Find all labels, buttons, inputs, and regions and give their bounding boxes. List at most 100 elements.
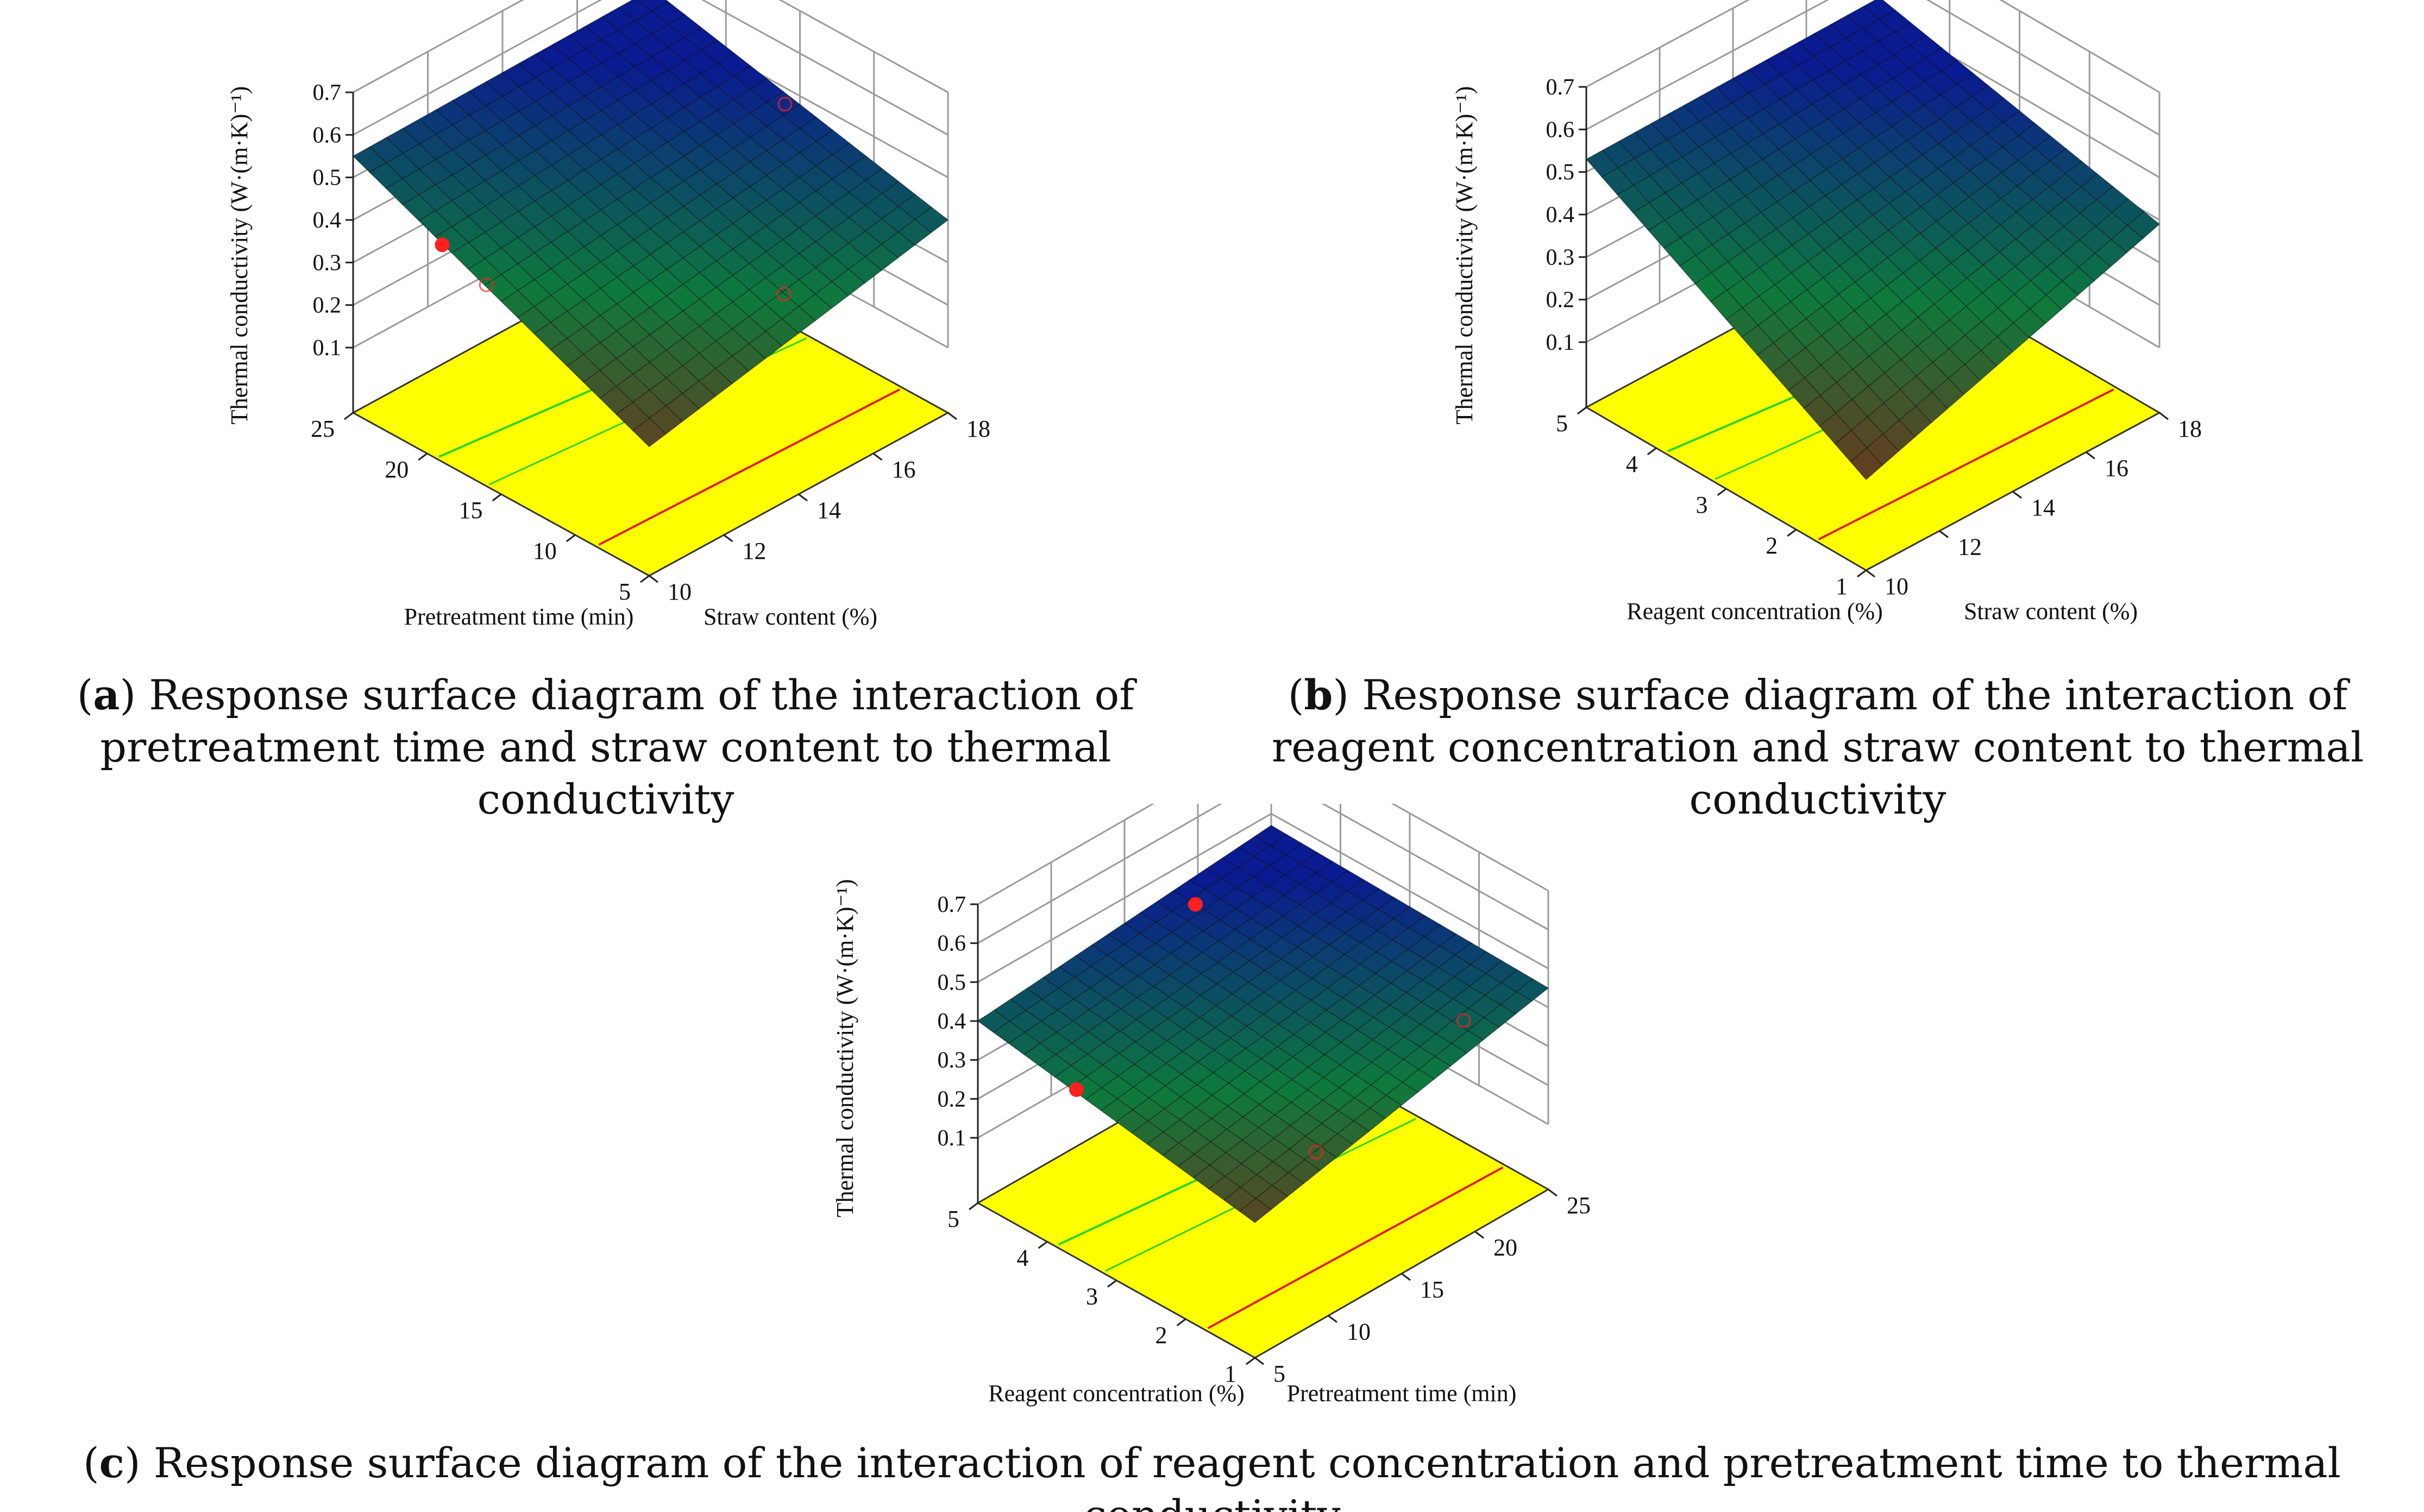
left-axis-tick: [418, 452, 428, 461]
wall-gridline: [977, 804, 1549, 944]
caption-a: (a) Response surface diagram of the inte…: [77, 671, 1135, 823]
caption-b: (b) Response surface diagram of the inte…: [1271, 671, 2364, 823]
left-axis-title: Reagent concentration (%): [1627, 598, 1883, 625]
z-tick-label: 0.1: [313, 336, 342, 361]
right-axis-title: Straw content (%): [704, 603, 877, 630]
design-point-2: [1309, 1144, 1323, 1160]
z-tick-label: 0.5: [1546, 160, 1575, 185]
left-axis-tick-label: 2: [1766, 532, 1778, 559]
right-axis-tick-label: 5: [1273, 1360, 1285, 1387]
z-tick-label: 0.6: [938, 931, 966, 956]
left-axis-tick-label: 1: [1836, 573, 1848, 600]
right-axis-tick: [2086, 451, 2095, 459]
panel-c: 0.1 0.2 0.3 0.4 0.5 0.6 0.7 1 2 3 4 5 5 10 15 20 25 Therm…: [598, 804, 1825, 1512]
left-axis-tick-label: 5: [1556, 410, 1568, 437]
z-tick-label: 0.7: [1546, 75, 1575, 100]
z-tick-label: 0.7: [938, 892, 966, 917]
left-axis-tick-label: 5: [619, 578, 631, 605]
z-tick-label: 0.1: [1546, 330, 1575, 355]
right-axis-tick-label: 15: [1420, 1276, 1444, 1303]
left-axis-tick-label: 25: [311, 415, 335, 442]
caption-b-text: Response surface diagram of the interact…: [1271, 671, 2364, 823]
left-axis-tick: [492, 493, 502, 502]
z-tick-label: 0.4: [1546, 203, 1575, 228]
right-axis-tick: [1939, 530, 1949, 538]
left-axis-tick: [1647, 447, 1657, 456]
z-tick-label: 0.6: [313, 123, 342, 148]
right-axis-tick-label: 18: [2178, 415, 2202, 442]
left-axis-tick: [640, 575, 650, 583]
z-axis-title: Thermal conductivity (W·(m·K)⁻¹): [226, 86, 253, 425]
z-tick-label: 0.3: [313, 250, 342, 275]
z-tick-label: 0.5: [938, 970, 966, 995]
wall-gridline: [353, 0, 949, 136]
right-axis-tick: [798, 493, 808, 502]
left-axis-tick: [1246, 1357, 1255, 1365]
left-axis-tick: [1577, 406, 1587, 415]
right-axis-title: Straw content (%): [1964, 598, 2138, 625]
panel-b: 0.1 0.2 0.3 0.4 0.5 0.6 0.7 1 2 3 4 5 10 12 14 16 18 Ther…: [1211, 0, 2424, 804]
left-axis-tick: [1038, 1241, 1048, 1249]
z-tick-label: 0.4: [938, 1009, 966, 1034]
design-point-3: [1188, 897, 1203, 912]
right-axis-tick: [947, 412, 957, 420]
z-tick-label: 0.2: [313, 293, 342, 318]
z-tick-label: 0.6: [1546, 117, 1575, 142]
right-axis-tick: [1474, 1231, 1484, 1239]
left-axis-tick-label: 4: [1017, 1244, 1029, 1271]
wall-gridline: [977, 804, 1549, 905]
z-axis-title: Thermal conductivity (W·(m·K)⁻¹): [1451, 86, 1478, 425]
right-axis-tick-label: 12: [743, 538, 767, 564]
caption-a-text: Response surface diagram of the interact…: [100, 671, 1135, 823]
design-point-2: [776, 286, 792, 301]
caption-b-label: b: [1304, 671, 1333, 719]
right-axis-tick: [1548, 1188, 1558, 1197]
caption-c: (c) Response surface diagram of the inte…: [0, 1437, 2424, 1512]
left-axis-tick-label: 10: [533, 538, 557, 564]
right-axis-tick: [872, 452, 883, 461]
right-axis-tick-label: 20: [1493, 1234, 1517, 1261]
right-axis-tick: [649, 575, 658, 583]
surface-plot-c: 0.1 0.2 0.3 0.4 0.5 0.6 0.7 1 2 3 4 5 5 10 15 20 25 Therm…: [832, 804, 1591, 1407]
design-point-1: [777, 97, 793, 112]
left-axis-tick: [566, 534, 576, 543]
right-axis-tick: [1254, 1357, 1264, 1365]
right-axis-tick-label: 10: [668, 578, 692, 605]
z-tick-label: 0.1: [938, 1126, 966, 1151]
left-axis-tick-label: 5: [947, 1206, 959, 1232]
left-axis-tick: [1787, 528, 1797, 537]
left-axis-tick-label: 15: [459, 497, 483, 524]
wall-gridline: [353, 0, 949, 93]
right-axis-tick: [2159, 412, 2169, 420]
left-axis-tick: [969, 1202, 978, 1211]
right-axis-tick-label: 10: [1885, 573, 1908, 600]
left-axis-tick-label: 2: [1156, 1322, 1167, 1349]
z-tick-label: 0.3: [1546, 245, 1575, 270]
z-axis-title: Thermal conductivity (W·(m·K)⁻¹): [832, 879, 858, 1218]
right-axis-tick: [723, 534, 733, 543]
contour-line: [1207, 1166, 1504, 1330]
design-point-1: [1456, 1013, 1471, 1028]
surface-cell: [1850, 447, 1883, 480]
caption-a-label: a: [93, 671, 120, 719]
z-tick-label: 0.5: [313, 166, 342, 191]
left-axis-tick: [1857, 569, 1867, 578]
design-point-4: [1069, 1082, 1084, 1097]
left-axis-title: Reagent concentration (%): [988, 1380, 1245, 1407]
surface-cell: [1239, 1198, 1272, 1223]
right-axis-tick: [1866, 569, 1875, 578]
right-axis-title: Pretreatment time (min): [1287, 1380, 1517, 1407]
right-axis-tick: [2012, 490, 2022, 499]
z-tick-label: 0.2: [1546, 288, 1575, 313]
right-axis-tick-label: 14: [817, 497, 841, 524]
wall-gridline: [1586, 0, 2160, 93]
surface-plot-b: 0.10.20.30.40.50.60.7123451012141618Ther…: [1451, 0, 2202, 625]
z-tick-label: 0.2: [938, 1087, 966, 1112]
left-axis-tick-label: 1: [1224, 1360, 1236, 1387]
right-axis-tick-label: 25: [1567, 1192, 1591, 1219]
right-axis-tick-label: 12: [1958, 534, 1982, 560]
left-axis-tick: [1176, 1318, 1186, 1326]
panel-a: 0.1 0.2 0.3 0.4 0.5 0.6 0.7 5 10 15 20 25 10 12 14 16 18…: [0, 0, 1211, 804]
right-axis-tick-label: 16: [2105, 455, 2128, 482]
